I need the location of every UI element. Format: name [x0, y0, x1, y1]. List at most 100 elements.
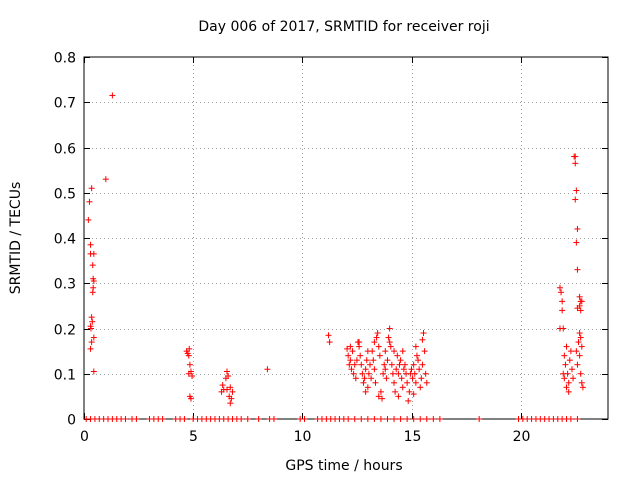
data-point: [89, 318, 96, 325]
data-point: [421, 348, 428, 355]
data-point: [411, 370, 418, 377]
data-point: [423, 379, 430, 386]
data-point: [573, 187, 580, 194]
data-point: [351, 416, 358, 422]
data-point: [372, 379, 379, 386]
data-point: [244, 416, 251, 422]
x-tick-label: 0: [80, 429, 89, 445]
data-point: [418, 375, 425, 382]
data-point: [419, 361, 426, 368]
data-point: [380, 370, 387, 377]
data-point: [364, 416, 371, 422]
data-point: [371, 416, 378, 422]
data-point: [382, 348, 389, 355]
data-point: [404, 379, 411, 386]
data-point: [375, 393, 382, 400]
data-point: [368, 375, 375, 382]
data-point: [360, 379, 367, 386]
data-point: [386, 325, 393, 332]
data-point: [346, 361, 353, 368]
data-point: [344, 345, 351, 352]
data-point: [264, 366, 271, 373]
data-point: [556, 284, 563, 291]
data-point: [90, 368, 97, 375]
data-point: [347, 357, 354, 364]
data-point: [88, 185, 95, 192]
data-point: [238, 416, 245, 422]
y-tick-label: 0.1: [54, 368, 76, 384]
data-point: [181, 416, 188, 422]
data-point: [379, 395, 386, 402]
data-point: [562, 361, 569, 368]
data-point: [395, 393, 402, 400]
data-point: [373, 334, 380, 341]
data-point: [560, 370, 567, 377]
data-point: [568, 366, 575, 373]
data-point: [574, 305, 581, 312]
data-point: [227, 384, 234, 391]
data-point: [102, 176, 109, 183]
data-point: [392, 388, 399, 395]
data-point: [87, 241, 94, 248]
data-point: [391, 416, 398, 422]
data-point: [384, 416, 391, 422]
data-point: [90, 284, 97, 291]
data-point: [122, 416, 129, 422]
data-point: [364, 384, 371, 391]
y-tick-label: 0: [67, 413, 76, 429]
data-point: [565, 379, 572, 386]
data-point: [400, 366, 407, 373]
data-point: [348, 366, 355, 373]
data-point: [347, 343, 354, 350]
data-point: [567, 416, 574, 422]
data-point: [577, 334, 584, 341]
data-point: [356, 339, 363, 346]
data-point: [401, 361, 408, 368]
data-point: [577, 307, 584, 314]
data-point: [345, 352, 352, 359]
y-tick-label: 0.7: [54, 96, 76, 112]
data-point: [576, 293, 583, 300]
data-point: [382, 366, 389, 373]
data-point: [420, 330, 427, 337]
data-point: [224, 368, 231, 375]
data-point: [577, 370, 584, 377]
data-point: [325, 332, 332, 339]
data-point: [412, 343, 419, 350]
data-point: [381, 361, 388, 368]
data-point: [561, 375, 568, 382]
data-point: [370, 357, 377, 364]
data-point: [399, 384, 406, 391]
data-point: [572, 196, 579, 203]
data-point: [391, 379, 398, 386]
data-point: [385, 334, 392, 341]
data-point: [566, 357, 573, 364]
data-point: [558, 289, 565, 296]
data-point: [410, 416, 417, 422]
y-tick-label: 0.4: [54, 232, 76, 248]
data-point: [410, 391, 417, 398]
data-point: [375, 343, 382, 350]
data-point: [573, 239, 580, 246]
data-point: [185, 352, 192, 359]
data-point: [422, 370, 429, 377]
data-point: [408, 366, 415, 373]
data-point: [371, 339, 378, 346]
data-point: [371, 366, 378, 373]
data-point: [87, 345, 94, 352]
y-tick-label: 0.3: [54, 277, 76, 293]
x-axis-label: GPS time / hours: [285, 458, 402, 474]
data-point: [561, 352, 568, 359]
data-point: [572, 160, 579, 167]
data-point: [377, 388, 384, 395]
data-point: [570, 375, 577, 382]
data-point: [270, 416, 277, 422]
data-point: [365, 370, 372, 377]
data-point: [377, 416, 384, 422]
data-point: [575, 339, 582, 346]
data-point: [406, 388, 413, 395]
data-point: [417, 384, 424, 391]
data-point: [86, 198, 93, 205]
data-points: [83, 92, 586, 422]
